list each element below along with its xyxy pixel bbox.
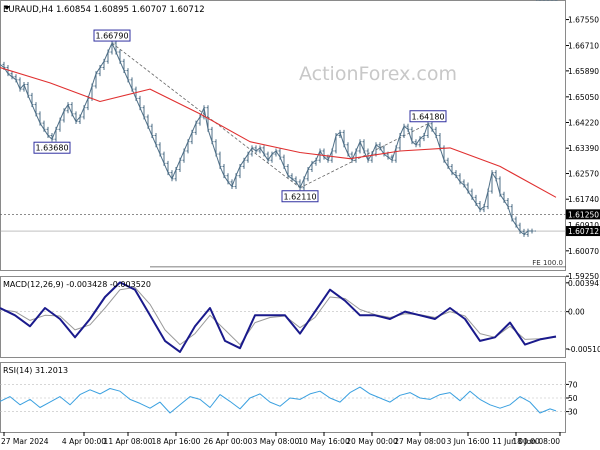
macd-y-tick-label: 0.00: [568, 308, 585, 317]
x-tick-label: 27 May 08:00: [394, 437, 446, 446]
price-annotation-label: 1.64180: [411, 112, 444, 121]
macd-panel-frame: [0, 276, 566, 358]
rsi-line: [0, 386, 557, 414]
rsi-y-tick-label: 50: [568, 394, 578, 403]
price-y-tick-label: 1.60070: [568, 247, 599, 256]
x-tick-label: 11 Jun 00:00: [492, 437, 540, 446]
support-level-label: 1.61250: [568, 210, 599, 219]
rsi-y-tick-label: 70: [568, 380, 578, 389]
price-y-tick-label: 1.65890: [568, 67, 599, 76]
price-annotation-label: 1.63680: [35, 144, 68, 153]
support-level-label-box: [566, 209, 600, 220]
price-panel-frame: [0, 0, 566, 271]
fe-label: FE 100.0: [532, 259, 563, 267]
rsi-plot: 70 50 30: [0, 380, 578, 417]
price-annotation-box: [281, 190, 319, 203]
level-label: 1.60910: [568, 221, 599, 230]
symbol-info: EURAUD,H4 1.60854 1.60895 1.60707 1.6071…: [3, 5, 205, 15]
price-y-tick-label: 1.61740: [568, 195, 599, 204]
price-annotation-label: 1.66790: [95, 32, 128, 41]
price-annotation-box: [93, 29, 131, 42]
macd-title: MACD(12,26,9) -0.003428 -0.003520: [3, 280, 151, 289]
price-y-axis: 1.67550 1.66710 1.65890 1.65050 1.64220 1.633…: [566, 16, 600, 281]
price-y-tick-label: 1.67550: [568, 16, 599, 25]
macd-signal-line: [0, 287, 557, 346]
x-tick-label: 27 Mar 2024: [1, 437, 49, 446]
price-annotation-box: [409, 110, 447, 123]
price-annotation-label: 1.62110: [283, 192, 316, 201]
price-annotation-box: [33, 141, 71, 154]
price-y-tick-label: 1.63390: [568, 144, 599, 153]
rsi-panel-frame: [0, 362, 566, 433]
x-tick-label: 11 Apr 08:00: [104, 437, 153, 446]
macd-y-tick-label: -0.005103: [568, 345, 600, 354]
macd-plot: 0.003941 0.00 -0.005103: [0, 279, 600, 354]
rsi-y-tick-label: 30: [568, 408, 578, 417]
price-y-tick-label: 1.64220: [568, 119, 599, 128]
macd-y-tick-label: 0.003941: [568, 279, 600, 288]
trendline: [299, 123, 429, 189]
x-tick-label: 26 Apr 00:00: [204, 437, 253, 446]
watermark: ActionForex.com: [299, 63, 457, 85]
price-line: [0, 42, 532, 235]
price-y-tick-label: 1.65050: [568, 93, 599, 102]
current-price-label: 1.60712: [568, 227, 599, 236]
x-tick-label: 20 May 00:00: [346, 437, 398, 446]
x-tick-label: 18 Apr 16:00: [152, 437, 201, 446]
macd-line: [0, 281, 557, 353]
current-price-label-box: [566, 226, 600, 237]
x-tick-label: 3 Jun 16:00: [447, 437, 490, 446]
price-y-tick-label: 1.59250: [568, 272, 599, 281]
price-y-tick-label: 1.62570: [568, 170, 599, 179]
symbol-dropdown-icon[interactable]: [4, 6, 10, 10]
price-plot: FE 100.0 1.66790 1.63680 1.62110 1.64180: [0, 0, 566, 268]
rsi-title: RSI(14) 31.2013: [3, 366, 68, 375]
x-tick-label: 10 May 16:00: [298, 437, 350, 446]
x-tick-label: 4 Apr 00:00: [62, 437, 106, 446]
x-tick-label: 18 Jun 08:00: [512, 437, 560, 446]
moving-average-line: [0, 66, 557, 198]
price-y-tick-label: 1.66710: [568, 42, 599, 51]
trendline: [111, 42, 301, 189]
x-tick-label: 3 May 08:00: [253, 437, 300, 446]
